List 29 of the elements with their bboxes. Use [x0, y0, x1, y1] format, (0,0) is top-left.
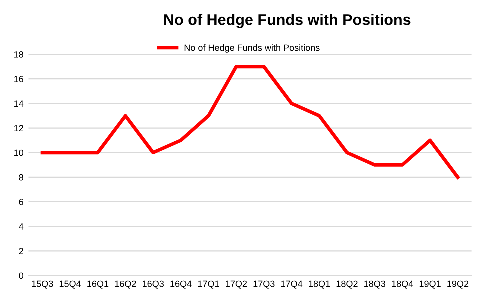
x-tick-label: 16Q2	[115, 280, 136, 289]
y-tick-label: 16	[14, 76, 24, 82]
x-tick-label: 18Q2	[336, 280, 358, 289]
x-tick-label: 16Q4	[170, 280, 192, 289]
x-tick-label: 17Q4	[281, 280, 303, 289]
chart-title: No of Hedge Funds with Positions	[164, 14, 411, 28]
x-tick-label: 18Q1	[309, 280, 330, 289]
x-tick-label: 19Q1	[420, 280, 441, 289]
y-tick-label: 6	[19, 198, 24, 206]
y-tick-label: 10	[14, 150, 24, 156]
x-tick-label: 18Q3	[364, 280, 386, 289]
x-tick-label: 15Q3	[32, 280, 54, 289]
x-tick-label: 16Q3	[143, 280, 164, 289]
x-tick-label: 19Q2	[448, 280, 469, 289]
legend-label: No of Hedge Funds with Positions	[184, 44, 320, 53]
x-tick-label: 17Q3	[254, 280, 275, 289]
x-tick-label: 17Q1	[198, 280, 220, 289]
y-tick-label: 2	[19, 248, 24, 254]
y-tick-label: 8	[19, 174, 24, 181]
line-series	[40, 65, 460, 180]
x-tick-label: 16Q1	[88, 280, 109, 289]
x-tick-label: 15Q4	[60, 280, 82, 289]
y-tick-label: 14	[14, 100, 24, 107]
x-tick-label: 17Q2	[226, 280, 248, 289]
y-tick-label: 18	[14, 52, 24, 58]
y-tick-label: 12	[14, 125, 24, 132]
y-tick-label: 4	[19, 224, 24, 230]
x-tick-label: 18Q4	[392, 280, 414, 289]
y-tick-label: 0	[19, 272, 24, 280]
